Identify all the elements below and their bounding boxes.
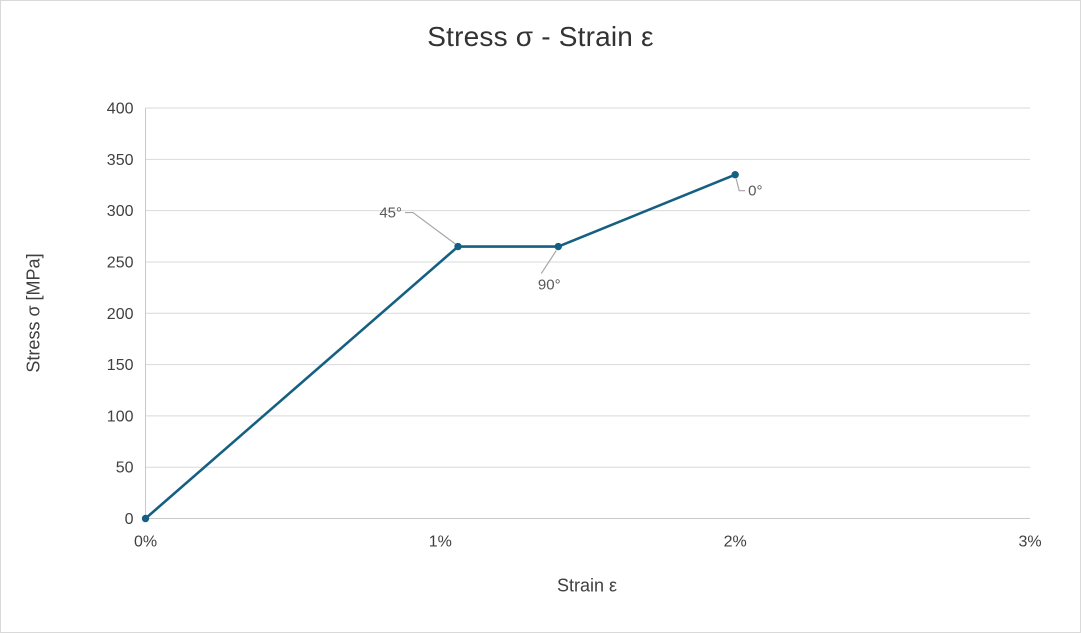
annotation-label: 0° (748, 183, 762, 200)
chart-title: Stress σ - Strain ε (427, 21, 654, 52)
data-point-marker (731, 171, 739, 179)
x-tick-label: 1% (429, 534, 452, 551)
y-tick-label: 200 (107, 306, 134, 323)
y-tick-label: 150 (107, 357, 134, 374)
data-point-marker (141, 514, 150, 523)
y-tick-label: 250 (107, 254, 134, 271)
x-tick-label: 3% (1018, 534, 1041, 551)
annotation-label: 90° (538, 277, 561, 294)
annotation-label: 45° (379, 205, 402, 222)
x-tick-label: 0% (134, 534, 157, 551)
x-axis-title: Strain ε (556, 575, 618, 596)
y-tick-label: 350 (107, 152, 134, 169)
data-point-marker (554, 242, 562, 251)
annotation-leader-line (540, 250, 557, 274)
annotation-leader-line (405, 211, 457, 246)
annotation-leader-line (735, 178, 746, 192)
y-tick-label: 400 (107, 101, 134, 118)
data-point-marker (454, 242, 462, 251)
y-tick-label: 0 (125, 511, 134, 528)
series-line (144, 173, 737, 520)
y-tick-label: 100 (107, 408, 134, 425)
y-tick-label: 300 (107, 203, 134, 220)
y-tick-label: 50 (116, 460, 134, 477)
x-tick-label: 2% (724, 534, 747, 551)
